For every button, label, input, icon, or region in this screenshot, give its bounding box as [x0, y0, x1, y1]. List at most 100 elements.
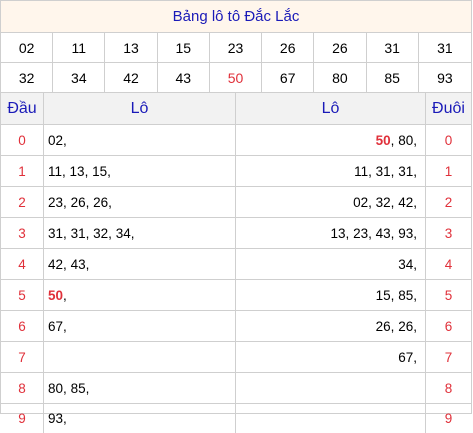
duoi-cell: 3 [426, 218, 471, 249]
number-cell: 80 [314, 63, 367, 93]
dau-cell: 4 [1, 249, 44, 280]
dau-cell: 9 [1, 404, 44, 433]
lo-number: 34 [398, 256, 414, 272]
lo-number: 23 [48, 194, 64, 210]
lo-number: 31 [375, 163, 391, 179]
lo-number: 11 [48, 163, 63, 179]
number-cell: 13 [105, 33, 158, 63]
duoi-cell: 6 [426, 311, 471, 342]
header-lo-left: Lô [44, 93, 236, 125]
lo-number: 02 [48, 132, 64, 148]
dau-cell: 3 [1, 218, 44, 249]
duoi-cell: 5 [426, 280, 471, 311]
lo-right-cell: 67, [236, 342, 426, 373]
lo-number: 85 [398, 287, 414, 303]
lo-number: 43 [375, 225, 391, 241]
lo-right-cell: 13, 23, 43, 93, [236, 218, 426, 249]
lo-right-cell: 15, 85, [236, 280, 426, 311]
lo-number: 50 [375, 132, 391, 148]
lo-right-cell [236, 373, 426, 404]
lo-number: 42 [398, 194, 414, 210]
header-dau: Đầu [1, 93, 44, 125]
board-title: Bảng lô tô Đắc Lắc [1, 1, 471, 33]
lo-right-cell: 02, 32, 42, [236, 187, 426, 218]
lo-number: 42 [48, 256, 64, 272]
dau-cell: 8 [1, 373, 44, 404]
lo-left-cell: 67, [44, 311, 236, 342]
number-cell: 26 [262, 33, 315, 63]
duoi-cell: 8 [426, 373, 471, 404]
lo-number: 80 [398, 132, 414, 148]
dau-cell: 6 [1, 311, 44, 342]
lo-number: 32 [93, 225, 109, 241]
lo-number: 31 [398, 163, 414, 179]
dau-cell: 1 [1, 156, 44, 187]
duoi-cell: 9 [444, 411, 453, 426]
lo-left-cell: 50, [44, 280, 236, 311]
lo-number: 32 [375, 194, 391, 210]
lo-number: 43 [70, 256, 86, 272]
dau-cell: 0 [1, 125, 44, 156]
number-cell: 67 [262, 63, 315, 93]
lo-number: 93 [398, 225, 414, 241]
number-cell: 23 [209, 33, 263, 63]
number-cell: 26 [314, 33, 367, 63]
lo-number: 15 [375, 287, 391, 303]
number-cell: 42 [105, 63, 158, 93]
lo-left-cell: 80, 85, [44, 373, 236, 404]
lo-right-cell [236, 404, 426, 433]
lo-number: 02 [353, 194, 369, 210]
number-cell: 43 [157, 63, 210, 93]
lo-number: 26 [70, 194, 86, 210]
number-cell: 85 [366, 63, 419, 93]
lo-right-cell: 11, 31, 31, [236, 156, 426, 187]
lo-number: 11 [354, 163, 369, 179]
dau-cell: 7 [1, 342, 44, 373]
lo-number: 26 [398, 318, 414, 334]
lo-number: 13 [69, 163, 85, 179]
number-cell: 93 [418, 63, 471, 93]
lo-left-cell: 02, [44, 125, 236, 156]
lo-number: 23 [353, 225, 369, 241]
lo-number: 34 [115, 225, 131, 241]
lo-number: 67 [48, 318, 64, 334]
lo-left-cell [44, 342, 236, 373]
lo-left-cell: 42, 43, [44, 249, 236, 280]
lo-left-cell: 31, 31, 32, 34, [44, 218, 236, 249]
dau-cell: 2 [1, 187, 44, 218]
lo-left-cell: 11, 13, 15, [44, 156, 236, 187]
header-duoi: Đuôi [426, 93, 471, 125]
lo-number: 85 [70, 380, 86, 396]
number-cell: 31 [418, 33, 471, 63]
number-cell: 31 [366, 33, 419, 63]
lo-number: 67 [398, 349, 414, 365]
duoi-cell: 4 [426, 249, 471, 280]
number-cell: 32 [1, 63, 54, 93]
lo-number: 15 [92, 163, 108, 179]
lo-number: 31 [48, 225, 64, 241]
duoi-cell: 0 [426, 125, 471, 156]
duoi-cell: 1 [426, 156, 471, 187]
loto-table: Đầu Lô Lô Đuôi 0 02, 50, 80, 0 1 11, 13, 15, 1… [1, 93, 471, 433]
number-cell: 50 [209, 63, 263, 93]
lo-number: 26 [93, 194, 109, 210]
number-cell: 11 [53, 33, 106, 63]
dau-cell: 5 [1, 280, 44, 311]
lo-right-cell: 50, 80, [236, 125, 426, 156]
lo-left-cell: 93, [44, 404, 236, 433]
lo-number: 26 [375, 318, 391, 334]
lo-right-cell: 34, [236, 249, 426, 280]
lo-number: 31 [70, 225, 86, 241]
number-cell: 02 [1, 33, 54, 63]
lo-number: 93 [48, 411, 64, 426]
number-cell: 15 [157, 33, 210, 63]
lo-number: 50 [48, 287, 64, 303]
number-cell: 34 [53, 63, 106, 93]
lo-number: 80 [48, 380, 64, 396]
lo-right-cell: 26, 26, [236, 311, 426, 342]
number-grid: 02 11 13 15 23 26 26 31 31 32 34 42 43 50 67 80 85 93 [1, 33, 471, 93]
lo-left-cell: 23, 26, 26, [44, 187, 236, 218]
duoi-cell: 2 [426, 187, 471, 218]
duoi-cell: 7 [426, 342, 471, 373]
